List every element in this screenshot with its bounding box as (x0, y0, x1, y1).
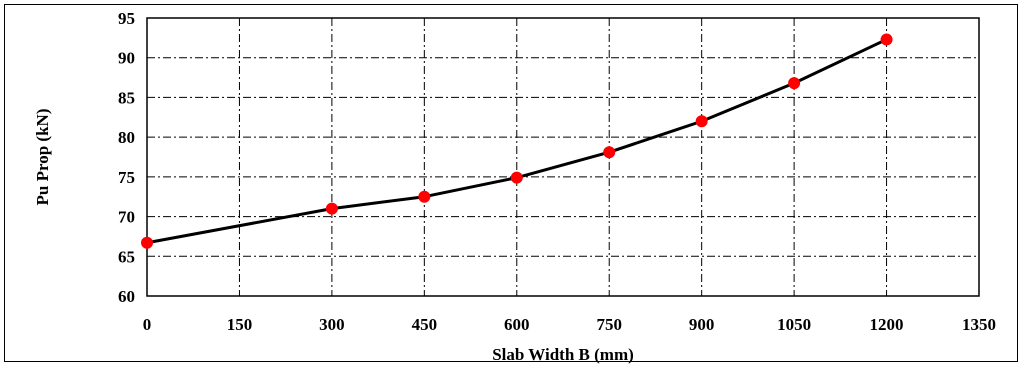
y-axis-title: Pu Prop (kN) (33, 109, 52, 206)
y-tick-label: 75 (118, 168, 135, 187)
x-tick-label: 0 (143, 315, 152, 334)
chart-frame (4, 4, 1018, 362)
y-tick-label: 60 (118, 287, 135, 306)
x-tick-label: 1350 (962, 315, 996, 334)
plot-area (146, 17, 980, 297)
y-tick-label: 95 (118, 9, 135, 28)
x-tick-label: 750 (596, 315, 622, 334)
data-point (880, 33, 893, 46)
series-line (146, 38, 888, 245)
data-point (695, 115, 708, 128)
grid-lines (147, 18, 979, 296)
series-layer (141, 33, 893, 249)
x-axis-title: Slab Width B (mm) (492, 345, 634, 364)
x-tick-label: 150 (227, 315, 253, 334)
y-tick-label: 85 (118, 88, 135, 107)
data-point (141, 236, 153, 249)
x-tick-label: 1050 (777, 315, 811, 334)
data-point (788, 77, 801, 90)
y-tick-label: 90 (118, 49, 135, 68)
tick-labels: 0 150 300 450 600 750 900 1050 1200 1350 60 65 70 75 8… (118, 9, 996, 334)
x-tick-label: 900 (689, 315, 715, 334)
y-tick-label: 70 (118, 208, 135, 227)
data-point (510, 171, 523, 184)
y-tick-label: 65 (118, 247, 135, 266)
x-tick-label: 300 (319, 315, 345, 334)
data-point (418, 190, 431, 203)
data-point (603, 146, 616, 159)
y-tick-label: 80 (118, 128, 135, 147)
data-point (325, 202, 338, 215)
x-tick-label: 450 (412, 315, 438, 334)
x-tick-label: 600 (504, 315, 530, 334)
x-tick-label: 1200 (870, 315, 904, 334)
